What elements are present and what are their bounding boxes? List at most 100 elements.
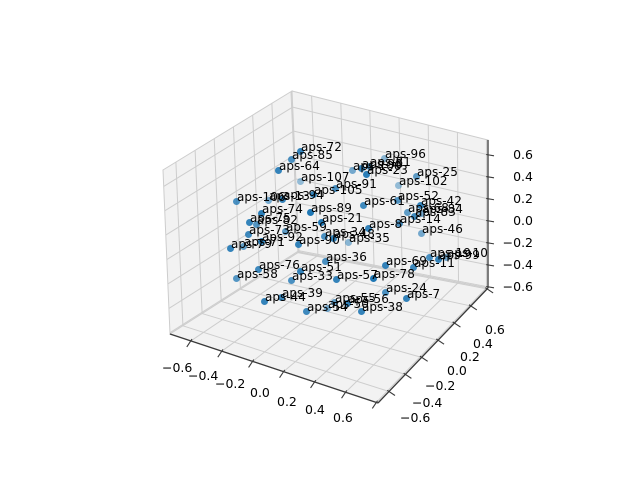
data-point — [296, 267, 304, 275]
data-point — [417, 209, 425, 217]
point-label: aps-25 — [417, 165, 458, 179]
y-axis-tick-label: 0.0 — [447, 363, 467, 378]
grid-line — [217, 349, 224, 358]
grid-line — [252, 265, 375, 362]
grid-line — [201, 313, 406, 375]
z-axis-tick-label: 0.4 — [513, 169, 533, 184]
x-axis-tick-label: 0.2 — [277, 394, 297, 409]
z-axis-tick-label: −0.6 — [503, 279, 533, 294]
data-point — [434, 255, 442, 263]
point-label: aps-55 — [335, 291, 376, 305]
grid-line — [340, 103, 347, 261]
point-label: aps-94 — [283, 188, 324, 202]
point-label: aps-14 — [400, 212, 441, 226]
point-label: aps-92 — [262, 230, 303, 244]
z-axis-tick-label: −0.4 — [503, 257, 533, 272]
point-label: aps-46 — [422, 222, 463, 236]
point-label: aps-52 — [398, 189, 439, 203]
grid-line — [167, 202, 298, 285]
point-label: aps-82 — [257, 213, 298, 227]
data-point — [402, 294, 410, 302]
data-point — [409, 263, 417, 271]
grid-line — [259, 276, 455, 324]
data-point — [365, 162, 373, 170]
grid-line — [213, 138, 222, 302]
point-label: aps-105 — [314, 183, 363, 197]
point-label: aps-38 — [362, 300, 403, 314]
point-label: aps-102 — [399, 174, 448, 188]
point-label: aps-81 — [370, 155, 411, 169]
grid-line — [452, 321, 461, 328]
grid-line — [221, 300, 422, 358]
grid-line — [292, 106, 489, 156]
grid-line — [232, 126, 241, 290]
data-point — [323, 304, 331, 312]
point-label: aps-100 — [353, 159, 402, 173]
data-point — [381, 288, 389, 296]
point-label: aps-24 — [386, 281, 427, 295]
grid-line — [419, 355, 428, 362]
point-label: aps-75 — [250, 211, 291, 225]
grid-line — [166, 178, 297, 260]
data-point — [362, 170, 370, 178]
data-point — [329, 234, 337, 242]
point-label: aps-23 — [367, 163, 408, 177]
point-label: aps-99 — [439, 248, 480, 262]
data-point — [416, 201, 424, 209]
data-point — [294, 240, 302, 248]
data-point — [417, 229, 425, 237]
data-point — [394, 181, 402, 189]
grid-line — [427, 125, 431, 278]
point-label: aps-74 — [262, 202, 303, 216]
grid-line — [345, 282, 459, 393]
data-point — [287, 276, 295, 284]
point-label: aps-98 — [362, 157, 403, 171]
grid-line — [297, 226, 489, 266]
data-point — [257, 209, 265, 217]
data-point — [332, 275, 340, 283]
data-point — [412, 172, 420, 180]
point-label: aps-36 — [326, 250, 367, 264]
data-point — [252, 220, 260, 228]
grid-line — [283, 271, 403, 373]
data-point — [357, 164, 365, 172]
point-label: aps-50 — [328, 297, 369, 311]
grid-line — [485, 287, 494, 294]
y-axis-tick-label: −0.6 — [400, 410, 430, 425]
data-point — [309, 190, 317, 198]
grid-line — [168, 226, 299, 309]
x-axis-tick-label: −0.2 — [215, 376, 245, 391]
grid-line — [290, 91, 299, 253]
point-label: aps-69 — [386, 254, 427, 268]
z-axis-tick-label: −0.2 — [503, 235, 533, 250]
grid-line — [297, 252, 488, 290]
point-label: aps-73 — [249, 223, 290, 237]
point-label: aps-8 — [369, 217, 403, 231]
point-label: aps-64 — [279, 159, 320, 173]
grid-line — [186, 338, 193, 348]
grid-line — [293, 130, 489, 178]
data-point — [331, 184, 339, 192]
x-axis-tick-label: −0.4 — [188, 368, 218, 383]
grid-line — [164, 130, 295, 212]
grid-line — [341, 390, 348, 399]
data-point — [343, 299, 351, 307]
grid-line — [163, 106, 293, 187]
data-point — [425, 253, 433, 261]
point-label: aps-35 — [349, 231, 390, 245]
data-point — [364, 224, 372, 232]
point-label: aps-51 — [301, 260, 342, 274]
grid-line — [435, 338, 445, 345]
grid-line — [369, 110, 375, 267]
point-label: aps-7 — [407, 287, 441, 301]
point-label: aps-11 — [414, 256, 455, 270]
y-axis-tick-label: 0.6 — [485, 322, 505, 337]
point-label: aps-71 — [244, 235, 285, 249]
point-label: aps-59 — [286, 220, 327, 234]
data-point — [257, 237, 265, 245]
grid-line — [175, 162, 184, 326]
point-label: aps-90 — [299, 233, 340, 247]
point-label: aps-96 — [385, 147, 426, 161]
data-point — [317, 218, 325, 226]
